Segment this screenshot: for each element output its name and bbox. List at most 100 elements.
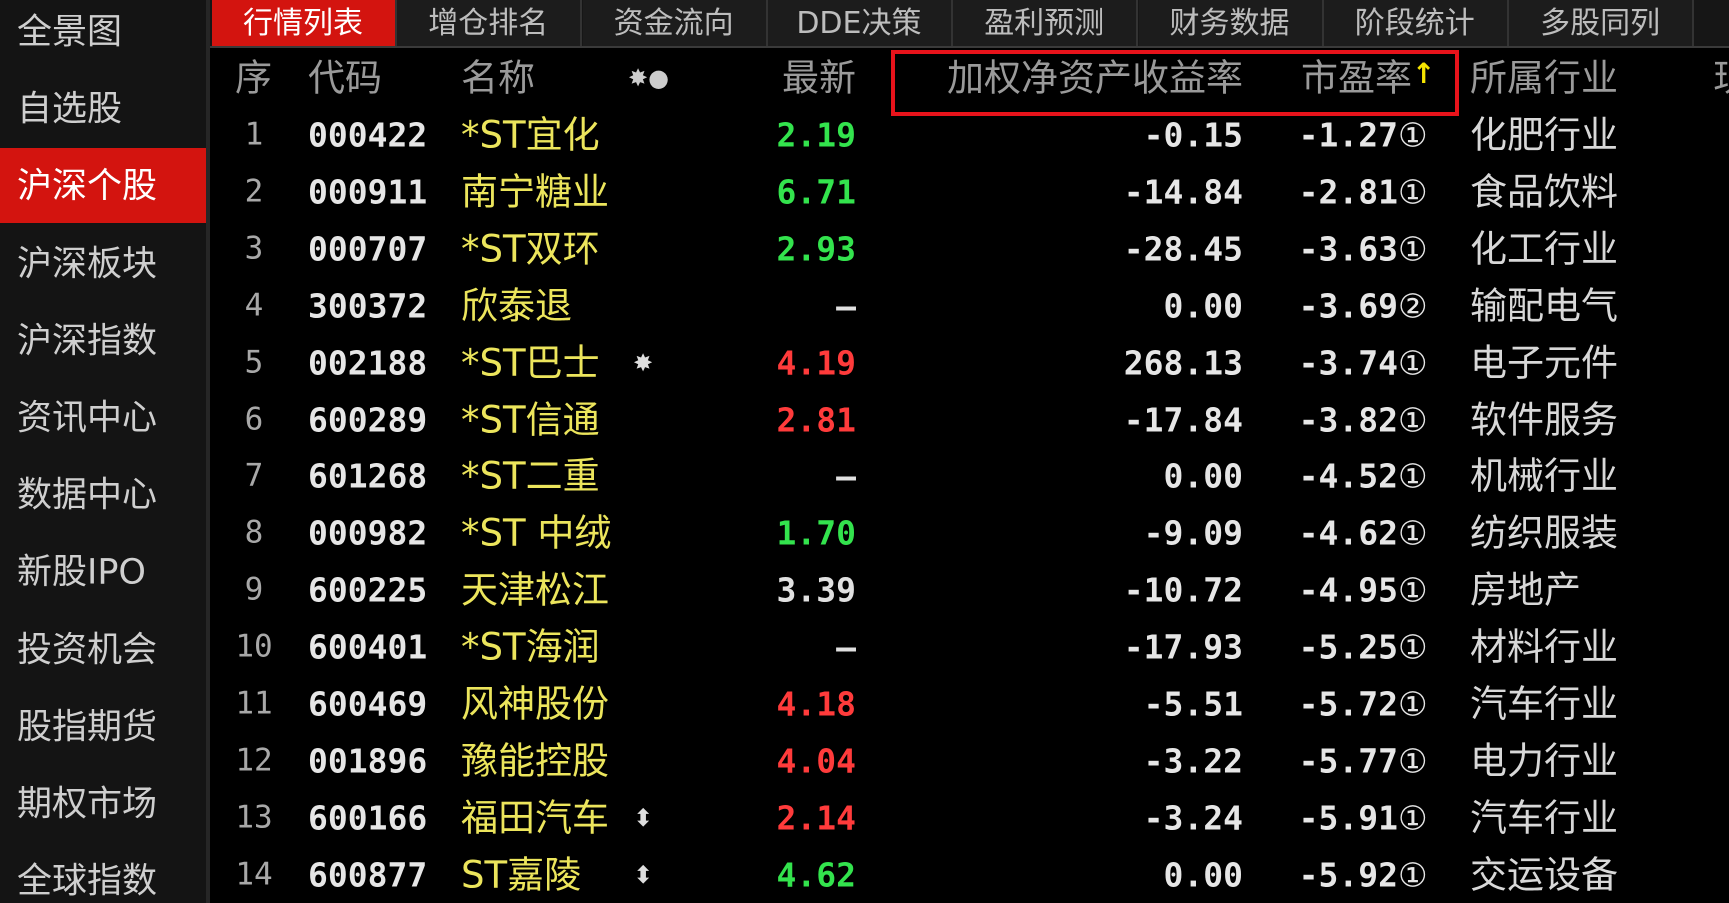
sort-arrow: ↑ (1412, 57, 1436, 90)
tab[interactable]: DDE决策 (796, 6, 922, 41)
row-industry: 软件服务 (1470, 398, 1618, 441)
row-code: 002188 (308, 343, 428, 383)
sidebar-item[interactable]: 自选股 (17, 89, 123, 130)
row-pe: -4.62 (1298, 513, 1398, 553)
row-roe: -17.93 (1123, 627, 1243, 667)
row-name: 风神股份 (461, 682, 609, 726)
tab-bg (397, 0, 583, 46)
row-seq: 1 (244, 116, 264, 153)
row-roe: -17.84 (1123, 400, 1243, 439)
row-industry: 交运设备 (1470, 853, 1618, 897)
tab[interactable]: 财务数据 (1169, 6, 1290, 41)
tab[interactable]: 阶段统计 (1354, 6, 1475, 41)
header-pe[interactable]: 市盈率 (1301, 56, 1412, 100)
row-code: 000982 (308, 513, 428, 553)
row-rank: ① (1398, 115, 1428, 155)
highlight-box (891, 50, 1459, 116)
sidebar-item[interactable]: 新股IPO (17, 552, 146, 593)
row-name: *ST宜化 (461, 113, 600, 157)
sidebar-item[interactable]: 数据中心 (17, 475, 158, 516)
row-seq: 13 (235, 799, 273, 836)
row-latest: 2.81 (776, 400, 856, 439)
row-seq: 6 (244, 401, 264, 437)
row-industry: 汽车行业 (1470, 682, 1618, 726)
row-pe: -1.27 (1298, 115, 1398, 155)
row-code: 600225 (308, 570, 428, 610)
tab[interactable]: 多股同列 (1540, 6, 1661, 41)
sidebar-item[interactable]: 股指期货 (17, 707, 158, 748)
row-name: *ST信通 (461, 398, 600, 441)
row-rank: ① (1398, 229, 1428, 269)
row-industry: 输配电气 (1470, 284, 1618, 328)
row-name: 欣泰退 (461, 284, 572, 328)
row-code: 000911 (308, 172, 428, 212)
row-pe: -3.74 (1298, 343, 1398, 383)
row-rank: ① (1398, 456, 1428, 496)
row-pe: -3.82 (1298, 400, 1398, 439)
row-code: 001896 (308, 741, 428, 781)
row-latest: 2.19 (776, 115, 856, 155)
row-rank: ① (1398, 513, 1428, 553)
sidebar-item[interactable]: 沪深板块 (17, 244, 158, 285)
sidebar-item[interactable]: 全景图 (17, 12, 123, 53)
row-name: *ST巴士 (461, 341, 600, 385)
row-seq: 11 (235, 685, 273, 722)
sidebar-item[interactable]: 全球指数 (17, 861, 158, 902)
row-pe: -5.72 (1298, 684, 1398, 724)
row-roe: 0.00 (1163, 456, 1243, 496)
row-industry: 汽车行业 (1470, 796, 1618, 840)
row-code: 600401 (308, 627, 428, 667)
row-rank: ② (1398, 286, 1428, 326)
row-code: 000707 (308, 229, 428, 269)
row-rank: ① (1398, 855, 1428, 895)
sidebar-item[interactable]: 沪深个股 (17, 166, 158, 207)
row-seq: 4 (244, 287, 264, 324)
row-rank: ① (1398, 627, 1428, 667)
tab[interactable]: 增仓排名 (428, 6, 549, 41)
sidebar-item[interactable]: 投资机会 (17, 630, 158, 671)
row-roe: -3.24 (1143, 798, 1243, 838)
row-code: 000422 (308, 115, 428, 155)
row-rank: ① (1398, 172, 1428, 212)
sidebar-item[interactable]: 资讯中心 (17, 398, 158, 439)
row-rank: ① (1398, 400, 1428, 439)
row-rank: ① (1398, 741, 1428, 781)
row-roe: 0.00 (1163, 286, 1243, 326)
row-pe: -2.81 (1298, 172, 1398, 212)
row-pe: -4.52 (1298, 456, 1398, 496)
row-seq: 5 (244, 344, 264, 381)
row-latest: — (836, 286, 856, 326)
row-latest: 2.14 (776, 798, 856, 838)
tab[interactable]: 盈利预测 (984, 6, 1105, 41)
row-code: 601268 (308, 456, 428, 496)
tab-bg (953, 0, 1139, 46)
row-name: 天津松江 (461, 568, 609, 612)
row-industry: 食品饮料 (1470, 170, 1618, 214)
row-rank: ① (1398, 798, 1428, 838)
row-industry: 材料行业 (1470, 625, 1618, 669)
row-industry: 化肥行业 (1470, 113, 1618, 157)
row-roe: -9.09 (1143, 513, 1243, 553)
row-pe: -5.77 (1298, 741, 1398, 781)
row-roe: 0.00 (1163, 855, 1243, 895)
row-roe: -10.72 (1123, 570, 1243, 610)
row-latest: 4.18 (776, 684, 856, 724)
tab[interactable]: 资金流向 (613, 6, 734, 41)
row-rank: ① (1398, 684, 1428, 724)
row-seq: 3 (244, 230, 264, 267)
tab-bg (1323, 0, 1509, 46)
tab-bg (212, 0, 397, 46)
row-roe: -5.51 (1143, 684, 1243, 724)
header-latest: 最新 (782, 56, 856, 100)
row-industry: 房地产 (1470, 568, 1581, 612)
row-pe: -5.25 (1298, 627, 1398, 667)
sidebar-item[interactable]: 期权市场 (17, 784, 158, 825)
header-roe[interactable]: 加权净资产收益率 (947, 56, 1243, 100)
row-seq: 12 (235, 742, 273, 779)
row-pe: -5.92 (1298, 855, 1398, 895)
row-seq: 8 (244, 514, 264, 551)
row-industry: 电力行业 (1470, 739, 1618, 783)
row-name: 南宁糖业 (461, 170, 609, 214)
tab[interactable]: 行情列表 (243, 6, 363, 41)
sidebar-item[interactable]: 沪深指数 (17, 321, 158, 362)
